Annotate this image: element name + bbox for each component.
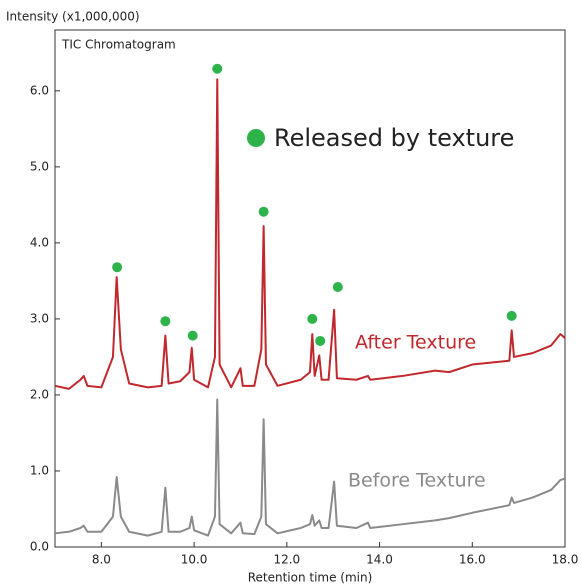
released-marker [187,330,198,341]
x-tick-label: 12.0 [273,553,300,567]
released-marker [258,206,269,217]
series-label: Before Texture [348,470,486,492]
y-tick-label: 0.0 [30,540,49,554]
y-tick-label: 3.0 [30,311,49,325]
released-marker [307,313,318,324]
plot-frame [54,29,566,548]
y-axis-label: Intensity (x1,000,000) [6,10,140,24]
released-marker [315,335,326,346]
y-tick-label: 6.0 [30,83,49,97]
y-tick-label: 2.0 [30,387,49,401]
x-tick-label: 16.0 [459,553,486,567]
x-tick-label: 8.0 [92,553,111,567]
released-marker [160,316,171,327]
annotation-dot [247,129,265,147]
series-line [54,398,566,537]
released-marker [212,63,223,74]
x-tick-label: 10.0 [181,553,208,567]
x-axis-label: Retention time (min) [248,571,373,585]
chart-title: TIC Chromatogram [61,38,176,52]
annotation: Released by texture [274,124,514,152]
x-tick-label: 14.0 [366,553,393,567]
y-tick-label: 5.0 [30,159,49,173]
released-marker [506,310,517,321]
x-tick-label: 18.0 [552,553,579,567]
series-line [54,78,566,390]
series-label: After Texture [355,332,476,354]
y-tick-label: 1.0 [30,463,49,477]
y-tick-label: 4.0 [30,235,49,249]
released-marker [112,262,123,273]
released-marker [332,281,343,292]
